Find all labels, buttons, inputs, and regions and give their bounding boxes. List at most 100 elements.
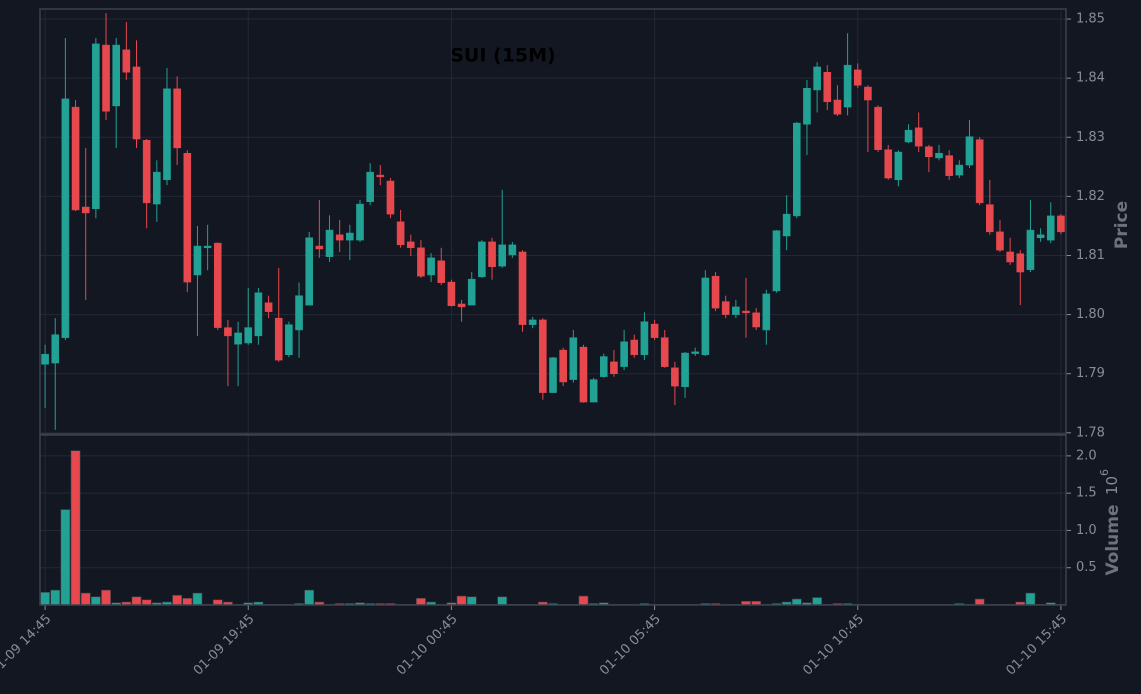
candle-body xyxy=(183,152,192,283)
candle-body xyxy=(467,278,476,306)
candle-body xyxy=(782,213,791,237)
y-tick-label: 0.5 xyxy=(1076,560,1097,575)
y-tick-label: 1.80 xyxy=(1076,307,1105,322)
candle-body xyxy=(203,245,212,249)
candle-body xyxy=(874,106,882,150)
price-axis-label: Price xyxy=(1112,201,1132,249)
volume-bar xyxy=(1025,592,1036,606)
candle-body xyxy=(671,367,679,387)
candle-body xyxy=(406,241,415,249)
candle-body xyxy=(193,245,202,276)
candle-body xyxy=(61,98,70,338)
candle-body xyxy=(346,232,354,241)
candle-body xyxy=(508,244,517,256)
candle-body xyxy=(813,66,821,91)
candle-body xyxy=(224,327,232,337)
candle-body xyxy=(213,242,222,328)
volume-panel-frame xyxy=(39,434,1067,606)
volume-scale-exponent: 6 xyxy=(1098,469,1111,476)
candle-body xyxy=(833,99,842,115)
candle-body xyxy=(427,257,435,276)
candle-body xyxy=(579,346,588,403)
volume-bar xyxy=(141,599,152,606)
candle-body xyxy=(528,319,537,325)
volume-bar xyxy=(456,595,467,606)
candle-body xyxy=(721,301,730,315)
candle-body xyxy=(285,324,293,356)
candle-body xyxy=(102,44,110,112)
candle-body xyxy=(488,241,496,267)
candle-body xyxy=(955,164,964,176)
candle-body xyxy=(650,323,659,338)
y-tick-label: 2.0 xyxy=(1076,448,1097,463)
candle-body xyxy=(559,349,567,383)
candle-body xyxy=(762,293,771,331)
volume-scale: 106 xyxy=(1098,469,1121,495)
volume-bar xyxy=(60,509,71,606)
volume-bar xyxy=(80,592,91,606)
candle-body xyxy=(772,230,781,292)
candle-body xyxy=(1036,234,1045,239)
candle-body xyxy=(823,71,832,103)
candle-body xyxy=(1006,251,1014,263)
candle-body xyxy=(518,251,527,325)
candle-body xyxy=(1046,215,1055,241)
volume-bar xyxy=(182,597,193,606)
candle-body xyxy=(701,277,710,356)
candle-body xyxy=(305,237,314,306)
candle-body xyxy=(589,379,598,403)
candle-body xyxy=(264,302,273,312)
candle-body xyxy=(569,337,578,380)
candle-body xyxy=(153,171,161,205)
candle-body xyxy=(478,241,486,278)
volume-axis-label: Volume xyxy=(1103,504,1123,575)
volume-bar xyxy=(974,598,985,606)
candle-body xyxy=(884,149,893,179)
volume-bar xyxy=(101,589,111,606)
candle-body xyxy=(71,106,80,211)
volume-bar xyxy=(497,596,508,606)
candle-body xyxy=(142,139,151,204)
candle-body xyxy=(41,353,49,365)
candle-body xyxy=(132,66,141,140)
candle-body xyxy=(244,327,253,344)
candle-body xyxy=(660,337,669,367)
candle-body xyxy=(996,231,1004,251)
volume-bar xyxy=(812,597,822,606)
y-tick-label: 1.82 xyxy=(1076,189,1105,204)
candle-body xyxy=(691,351,700,354)
candle-body xyxy=(925,146,933,158)
candle-body xyxy=(366,171,374,202)
candle-body xyxy=(711,275,720,309)
candle-body xyxy=(92,43,100,210)
candle-body xyxy=(630,339,639,356)
y-tick-label: 1.84 xyxy=(1076,71,1105,86)
volume-bar xyxy=(40,592,50,606)
y-tick-label: 1.85 xyxy=(1076,12,1105,27)
volume-bar xyxy=(212,599,223,606)
candle-body xyxy=(935,152,943,159)
volume-bar xyxy=(91,596,101,606)
candle-body xyxy=(742,310,750,314)
candle-body xyxy=(864,86,872,101)
volume-bar xyxy=(791,598,802,606)
candle-body xyxy=(376,174,385,178)
candle-body xyxy=(234,332,242,345)
volume-bar xyxy=(50,589,61,606)
candle-body xyxy=(752,312,760,328)
candle-body xyxy=(986,204,994,233)
candle-body xyxy=(315,245,324,250)
candle-body xyxy=(1026,229,1035,270)
candle-body xyxy=(894,151,903,181)
candle-body xyxy=(732,306,740,315)
candle-body xyxy=(163,88,171,181)
y-tick-label: 1.79 xyxy=(1076,366,1105,381)
candle-body xyxy=(122,49,131,73)
y-tick-label: 1.83 xyxy=(1076,130,1105,145)
volume-bar xyxy=(70,450,81,606)
candle-body xyxy=(681,352,689,387)
y-tick-label: 1.0 xyxy=(1076,523,1097,538)
candle-body xyxy=(620,341,628,367)
y-tick-label: 1.5 xyxy=(1076,486,1097,501)
candle-body xyxy=(904,129,913,143)
